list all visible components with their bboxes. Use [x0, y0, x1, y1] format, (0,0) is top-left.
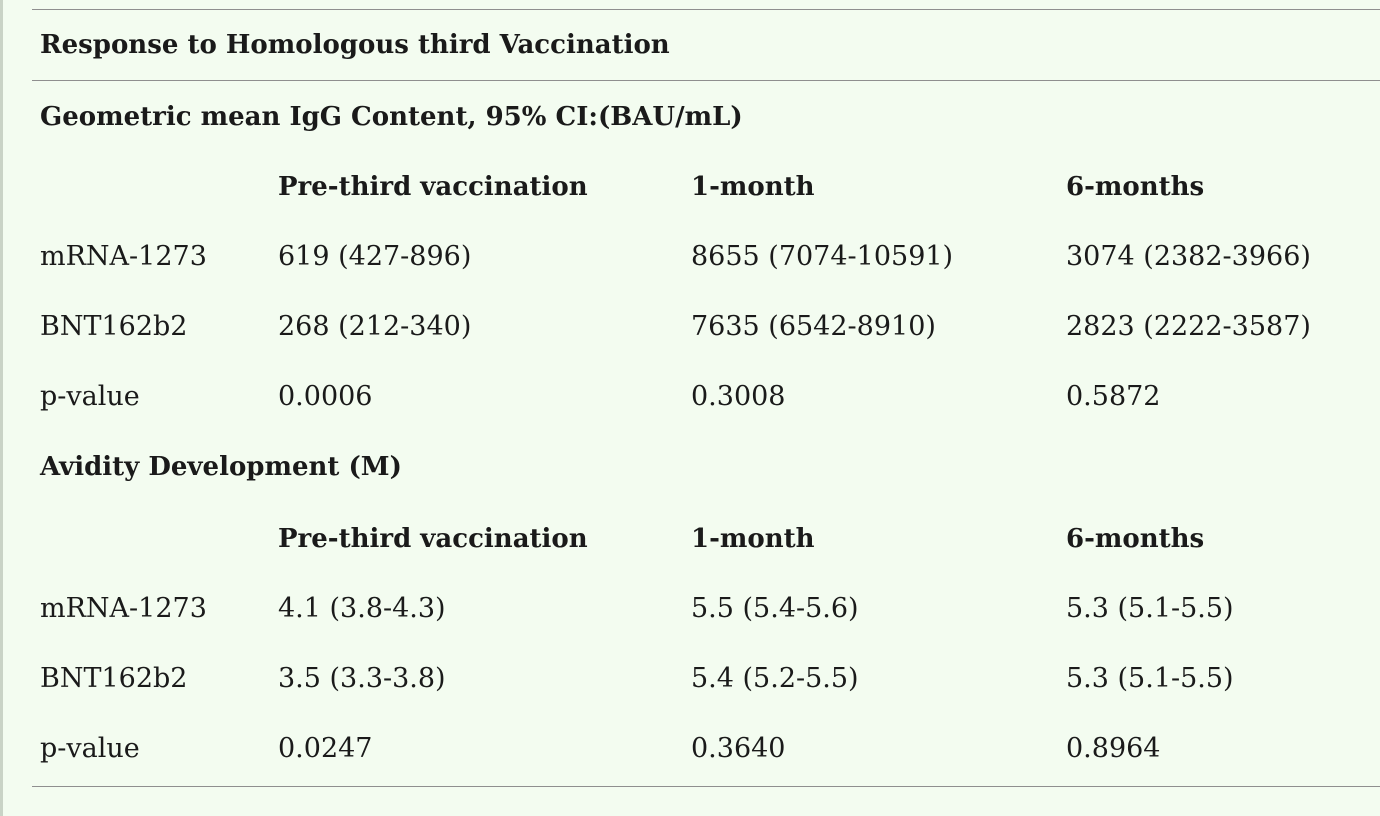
- table-row: p-value 0.0006 0.3008 0.5872: [32, 362, 1380, 432]
- row-label: BNT162b2: [40, 663, 188, 694]
- table-cell: 2823 (2222-3587): [1066, 311, 1311, 342]
- table-cell: 5.5 (5.4-5.6): [691, 593, 859, 624]
- table-cell: 8655 (7074-10591): [691, 241, 954, 272]
- table-cell: 3.5 (3.3-3.8): [278, 663, 446, 694]
- left-border-rule: [0, 0, 3, 816]
- column-header-pre-third: Pre-third vaccination: [278, 172, 588, 202]
- column-header-1-month: 1-month: [691, 524, 815, 554]
- section-heading-row: Avidity Development (M): [32, 432, 1380, 502]
- table-title: Response to Homologous third Vaccination: [40, 30, 670, 60]
- section-heading-igg: Geometric mean IgG Content, 95% CI:(BAU/…: [40, 102, 743, 132]
- table-cell: 7635 (6542-8910): [691, 311, 936, 342]
- column-header-row: Pre-third vaccination 1-month 6-months: [32, 152, 1380, 222]
- table-row: BNT162b2 268 (212-340) 7635 (6542-8910) …: [32, 292, 1380, 362]
- table-cell: 5.4 (5.2-5.5): [691, 663, 859, 694]
- table-cell: 5.3 (5.1-5.5): [1066, 663, 1234, 694]
- table-cell: 0.8964: [1066, 733, 1161, 764]
- row-label: mRNA-1273: [40, 593, 207, 624]
- table-cell: 5.3 (5.1-5.5): [1066, 593, 1234, 624]
- table-cell: 0.0006: [278, 381, 373, 412]
- column-header-pre-third: Pre-third vaccination: [278, 524, 588, 554]
- column-header-6-months: 6-months: [1066, 524, 1205, 554]
- results-table: Response to Homologous third Vaccination…: [32, 9, 1380, 787]
- table-row: mRNA-1273 4.1 (3.8-4.3) 5.5 (5.4-5.6) 5.…: [32, 574, 1380, 644]
- column-header-1-month: 1-month: [691, 172, 815, 202]
- table-cell: 0.5872: [1066, 381, 1161, 412]
- table-row: p-value 0.0247 0.3640 0.8964: [32, 714, 1380, 784]
- row-label: p-value: [40, 733, 140, 764]
- table-row: mRNA-1273 619 (427-896) 8655 (7074-10591…: [32, 222, 1380, 292]
- table-cell: 619 (427-896): [278, 241, 472, 272]
- column-header-row: Pre-third vaccination 1-month 6-months: [32, 504, 1380, 574]
- table-cell: 0.3008: [691, 381, 786, 412]
- row-label: mRNA-1273: [40, 241, 207, 272]
- table-cell: 0.0247: [278, 733, 373, 764]
- table-cell: 268 (212-340): [278, 311, 472, 342]
- table-title-row: Response to Homologous third Vaccination: [32, 10, 1380, 81]
- table-cell: 4.1 (3.8-4.3): [278, 593, 446, 624]
- row-label: p-value: [40, 381, 140, 412]
- table-cell: 0.3640: [691, 733, 786, 764]
- row-label: BNT162b2: [40, 311, 188, 342]
- table-cell: 3074 (2382-3966): [1066, 241, 1311, 272]
- table-row: BNT162b2 3.5 (3.3-3.8) 5.4 (5.2-5.5) 5.3…: [32, 644, 1380, 714]
- column-header-6-months: 6-months: [1066, 172, 1205, 202]
- section-heading-avidity: Avidity Development (M): [40, 452, 402, 482]
- section-heading-row: Geometric mean IgG Content, 95% CI:(BAU/…: [32, 82, 1380, 152]
